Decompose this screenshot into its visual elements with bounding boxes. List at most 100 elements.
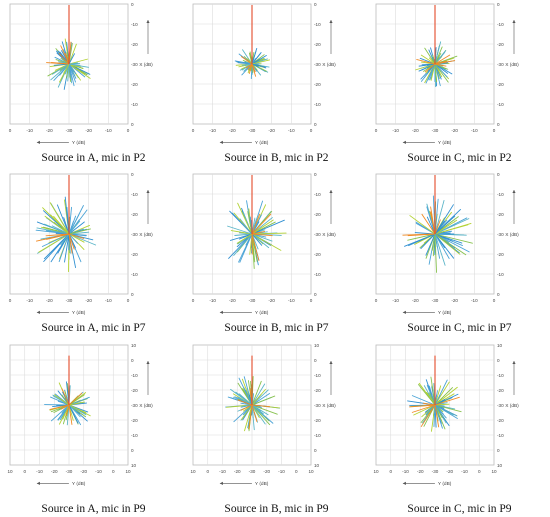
- ray: [434, 404, 462, 413]
- ray: [251, 63, 257, 77]
- ray: [68, 58, 88, 65]
- ray: [411, 404, 436, 413]
- panel-caption: Source in C, mic in P7: [407, 322, 512, 334]
- ray: [434, 404, 440, 428]
- x-tick-label: 10: [373, 469, 379, 474]
- y-tick-label: 10: [314, 343, 320, 348]
- ray: [434, 233, 441, 259]
- y-tick-label: -10: [497, 433, 504, 438]
- y-tick-label: 0: [314, 292, 317, 297]
- y-tick-label: 0: [497, 292, 500, 297]
- ray: [434, 386, 458, 406]
- ray: [68, 63, 77, 75]
- ray: [68, 220, 81, 235]
- ray: [35, 233, 70, 242]
- y-axis-label: X (dB): [505, 403, 519, 409]
- y-axis-arrowhead: [329, 190, 333, 193]
- y-tick-label: 0: [497, 448, 500, 453]
- ray: [431, 233, 436, 251]
- x-axis-arrowhead: [36, 140, 40, 144]
- ray: [251, 404, 271, 426]
- x-axis-arrowhead: [219, 140, 223, 144]
- x-tick-label: 0: [206, 469, 209, 474]
- ray: [434, 396, 460, 406]
- y-tick-label: -20: [497, 42, 504, 47]
- ray-bundle: [35, 175, 97, 273]
- x-tick-label: 0: [375, 128, 378, 133]
- ray: [65, 404, 70, 417]
- ray: [434, 219, 458, 235]
- x-tick-label: -20: [229, 128, 236, 133]
- y-tick-label: -20: [131, 212, 138, 217]
- x-tick-label: -10: [105, 298, 112, 303]
- ray: [68, 233, 97, 246]
- ray: [46, 62, 70, 65]
- y-axis-arrowhead: [146, 361, 150, 364]
- x-tick-label: 0: [493, 128, 496, 133]
- x-tick-label: -30: [249, 298, 256, 303]
- y-axis-label: X (dB): [139, 403, 153, 409]
- ray: [418, 63, 436, 67]
- x-tick-label: 0: [310, 128, 313, 133]
- y-tick-label: 0: [314, 448, 317, 453]
- ray: [251, 404, 278, 415]
- ray: [54, 394, 70, 406]
- x-tick-label: -10: [392, 128, 399, 133]
- ray: [68, 404, 87, 414]
- ray: [434, 220, 446, 235]
- ray: [237, 399, 253, 406]
- ray: [434, 204, 454, 235]
- ray: [434, 54, 451, 65]
- x-tick-label: 10: [308, 469, 314, 474]
- x-tick-label: 0: [375, 298, 378, 303]
- y-tick-label: -10: [314, 272, 321, 277]
- y-tick-label: -10: [314, 22, 321, 27]
- x-tick-label: -20: [268, 128, 275, 133]
- ray: [420, 404, 436, 428]
- y-axis-arrowhead: [146, 190, 150, 193]
- panel-caption: Source in B, mic in P9: [224, 503, 329, 515]
- ray: [433, 404, 436, 427]
- y-axis-label: X (dB): [322, 232, 336, 238]
- y-tick-label: -10: [314, 373, 321, 378]
- ray: [434, 233, 453, 242]
- ray: [61, 388, 70, 406]
- x-tick-label: -10: [288, 298, 295, 303]
- y-tick-label: 10: [131, 343, 137, 348]
- y-tick-label: 0: [314, 122, 317, 127]
- ray: [251, 59, 271, 65]
- ray: [251, 395, 276, 406]
- ray: [434, 219, 441, 235]
- y-axis-arrowhead: [512, 20, 516, 23]
- ray: [434, 403, 450, 406]
- ray: [68, 228, 91, 235]
- ray: [434, 387, 453, 406]
- ray: [58, 233, 70, 262]
- x-tick-label: -30: [432, 128, 439, 133]
- ray: [420, 233, 436, 250]
- ray: [238, 377, 253, 406]
- y-tick-label: 0: [131, 2, 134, 7]
- x-axis-label: Y (dB): [438, 481, 452, 487]
- ray: [434, 379, 448, 406]
- ray: [434, 232, 449, 235]
- ray: [251, 58, 256, 65]
- ray: [251, 388, 266, 406]
- ray: [430, 63, 436, 81]
- ray: [430, 206, 436, 235]
- ray: [251, 233, 263, 246]
- x-axis-arrowhead: [219, 481, 223, 485]
- ray: [434, 404, 443, 429]
- chart-panel-7: 10 0 -10 -20 -30 -20 -10 0 10100-10-20-30-20-100…: [7, 343, 153, 487]
- y-tick-label: 0: [314, 358, 317, 363]
- ray: [60, 404, 70, 410]
- x-tick-label: -30: [432, 298, 439, 303]
- y-tick-label: -20: [314, 212, 321, 217]
- ray: [434, 199, 445, 235]
- ray: [238, 233, 253, 263]
- y-tick-label: -20: [131, 418, 138, 423]
- ray: [251, 404, 269, 416]
- y-tick-label: -10: [131, 22, 138, 27]
